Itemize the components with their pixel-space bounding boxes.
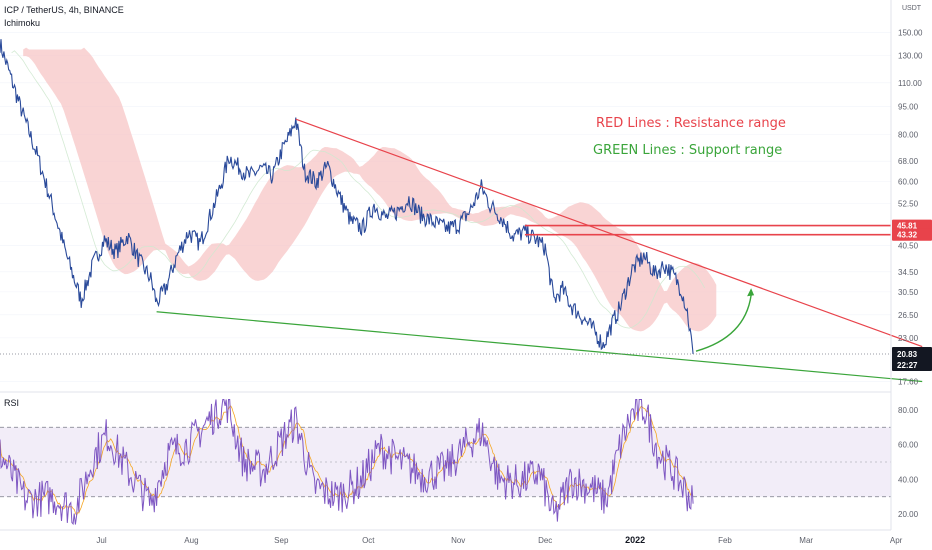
price-tick-label: 52.50 <box>898 199 919 208</box>
price-tick-label: 40.50 <box>898 242 919 251</box>
price-tick-label: 95.00 <box>898 103 919 112</box>
price-tick-label: 68.00 <box>898 157 919 166</box>
rsi-axis[interactable]: 80.00 60.00 40.00 20.00 <box>898 406 919 519</box>
time-tick-label: Oct <box>362 536 375 545</box>
price-tick-label: 60.00 <box>898 178 919 187</box>
last-price-tag: 20.83 <box>897 350 918 359</box>
level-tag-upper: 45.81 <box>897 222 918 231</box>
time-tick-label: Sep <box>274 536 289 545</box>
time-tick-label: 2022 <box>625 535 645 545</box>
projection-arrow[interactable] <box>695 295 752 352</box>
time-axis[interactable]: Jul Aug Sep Oct Nov Dec 2022 Feb Mar Apr <box>96 535 902 545</box>
price-tick-label: 34.50 <box>898 268 919 277</box>
price-tick-label: 150.00 <box>898 28 923 37</box>
ichimoku-base-line <box>11 50 706 329</box>
rsi-series-line <box>0 399 694 526</box>
indicator-label-rsi[interactable]: RSI <box>4 398 20 408</box>
last-price-tag-bg <box>892 347 932 372</box>
rsi-tick-label: 80.00 <box>898 406 919 415</box>
support-annotation[interactable]: GREEN Lines : Support range <box>593 143 783 158</box>
time-tick-label: Aug <box>184 536 198 545</box>
price-tick-label: 23.00 <box>898 334 919 343</box>
currency-label: USDT <box>902 5 922 12</box>
price-axis[interactable]: 150.00 130.00 110.00 95.00 80.00 68.00 60.00 52… <box>898 28 923 386</box>
chart-title: ICP / TetherUS, 4h, BINANCE <box>4 5 124 15</box>
rsi-tick-label: 20.00 <box>898 510 919 519</box>
price-series-line <box>0 39 694 355</box>
time-tick-label: Jul <box>96 536 106 545</box>
level-tag-lower-bg <box>892 228 932 241</box>
time-tick-label: Nov <box>451 536 465 545</box>
ichimoku-cloud <box>23 47 717 332</box>
price-tick-label: 80.00 <box>898 131 919 140</box>
time-tick-label: Dec <box>538 536 552 545</box>
time-tick-label: Feb <box>718 536 732 545</box>
projection-arrowhead-icon <box>747 288 755 297</box>
countdown-tag: 22:27 <box>897 361 918 370</box>
rsi-tick-label: 40.00 <box>898 475 919 484</box>
price-tick-label: 17.60 <box>898 377 919 386</box>
price-panel <box>0 32 923 383</box>
rsi-panel <box>0 399 891 526</box>
price-tick-label: 26.50 <box>898 311 919 320</box>
price-tick-label: 110.00 <box>898 79 922 88</box>
price-tick-label: 30.50 <box>898 288 919 297</box>
level-tag-lower: 43.32 <box>897 231 918 240</box>
resistance-trendline[interactable] <box>295 118 923 348</box>
support-trendline[interactable] <box>156 311 923 383</box>
price-tick-label: 130.00 <box>898 52 923 61</box>
time-tick-label: Apr <box>890 536 903 545</box>
indicator-label-ichimoku[interactable]: Ichimoku <box>4 18 41 28</box>
time-tick-label: Mar <box>799 536 813 545</box>
level-tag-upper-bg <box>892 219 932 232</box>
resistance-annotation[interactable]: RED Lines : Resistance range <box>596 116 786 131</box>
rsi-tick-label: 60.00 <box>898 441 919 450</box>
